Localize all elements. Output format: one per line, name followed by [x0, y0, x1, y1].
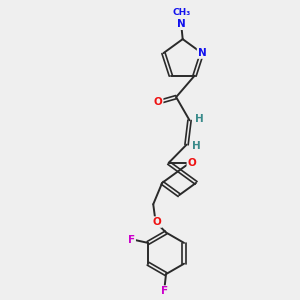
Text: F: F: [128, 235, 135, 245]
Text: O: O: [187, 158, 196, 168]
Text: CH₃: CH₃: [172, 8, 190, 17]
Text: O: O: [153, 217, 161, 227]
Text: F: F: [161, 286, 168, 296]
Text: N: N: [177, 19, 186, 29]
Text: O: O: [154, 97, 163, 106]
Text: H: H: [195, 114, 203, 124]
Text: N: N: [197, 48, 206, 58]
Text: H: H: [192, 141, 200, 151]
